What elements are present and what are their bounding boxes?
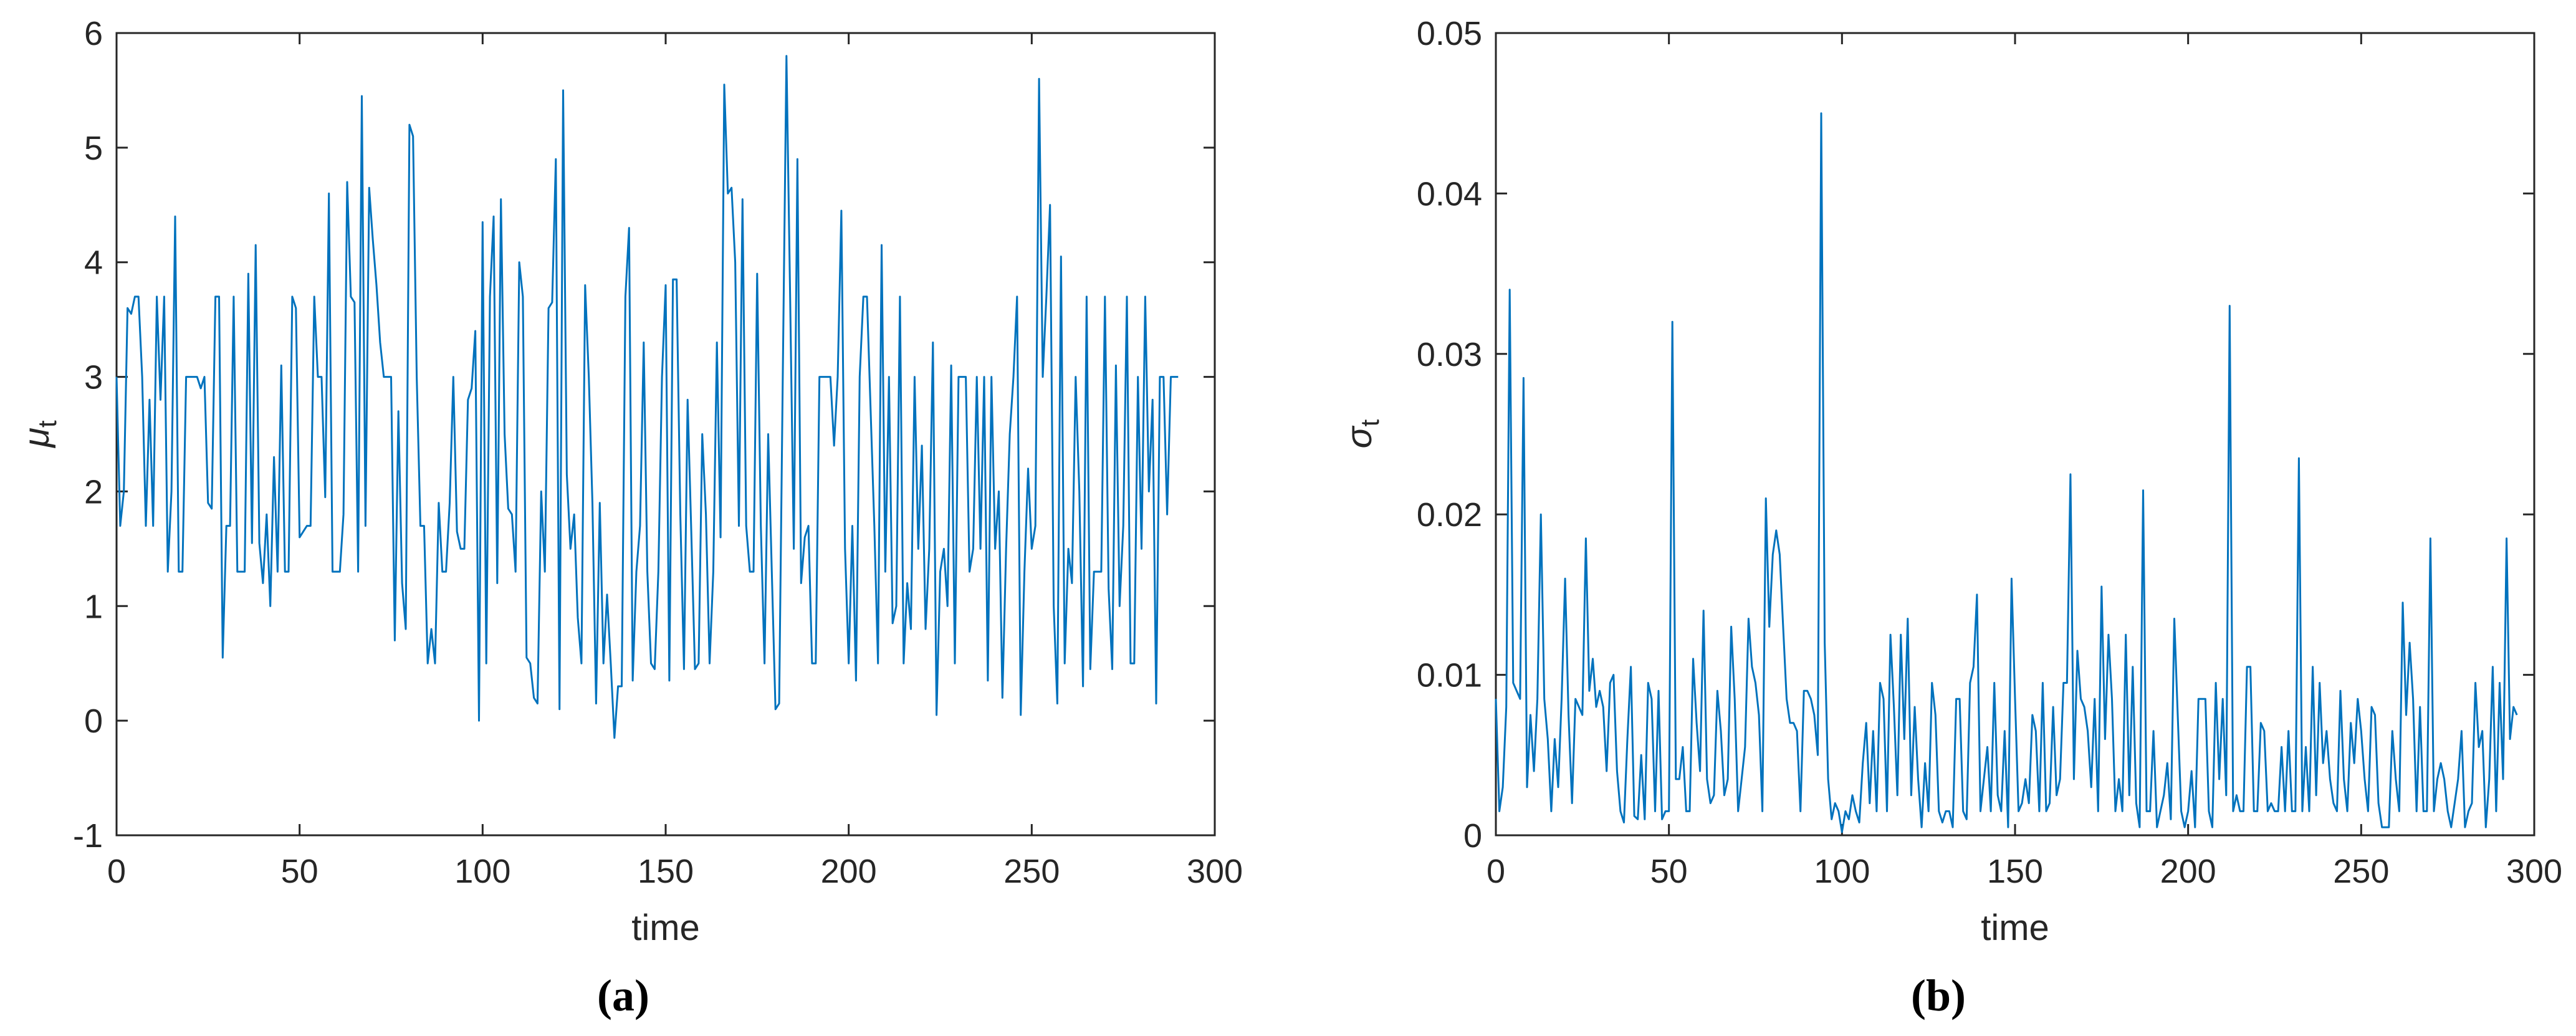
panel-a-y-tick-label: 1 (84, 588, 103, 625)
panel-a-y-axis-subscript: t (32, 420, 62, 428)
panel-a-series-line (115, 55, 1179, 739)
panel-a-x-tick-label: 300 (1187, 853, 1243, 890)
panel-b-x-tick-label: 100 (1814, 853, 1870, 890)
panel-b-y-ticks: 0 0.01 0.02 0.03 0.04 0.05 (1417, 15, 2534, 855)
panel-a-x-tick-label: 200 (821, 853, 877, 890)
panel-a-x-tick-label: 50 (281, 853, 318, 890)
panel-a-x-axis-label: time (631, 908, 700, 948)
panel-b: 0 50 100 150 200 250 300 0 0.01 0.02 0.03 0.04 0.05… (1339, 15, 2562, 1020)
panel-b-y-axis-label: σt (1339, 419, 1384, 448)
panel-a-y-axis-symbol: μ (16, 428, 57, 449)
panel-b-y-tick-label: 0.01 (1417, 657, 1482, 694)
panel-a-x-ticks: 0 50 100 150 200 250 300 (107, 33, 1243, 890)
panel-b-x-tick-label: 250 (2333, 853, 2389, 890)
panel-b-x-tick-label: 300 (2506, 853, 2562, 890)
panel-a-x-tick-label: 250 (1003, 853, 1060, 890)
panel-b-x-tick-label: 150 (1987, 853, 2043, 890)
panel-b-y-axis-subscript: t (1355, 419, 1384, 426)
panel-a-plot-area (115, 32, 1216, 837)
panel-b-y-tick-label: 0 (1463, 817, 1482, 855)
panel-b-y-tick-label: 0.03 (1417, 336, 1482, 373)
panel-a-x-tick-label: 150 (638, 853, 694, 890)
panel-b-x-tick-label: 0 (1487, 853, 1505, 890)
panel-b-y-tick-label: 0.05 (1417, 15, 1482, 52)
panel-a-y-tick-label: 5 (84, 130, 103, 167)
panel-a-y-tick-label: 0 (84, 703, 103, 740)
panel-a-y-tick-label: 3 (84, 359, 103, 396)
panel-a-y-tick-label: 2 (84, 473, 103, 511)
panel-b-x-tick-label: 50 (1650, 853, 1688, 890)
panel-a-sublabel: (a) (597, 971, 649, 1020)
panel-b-y-axis-symbol: σ (1339, 425, 1379, 448)
panel-b-sublabel: (b) (1911, 971, 1966, 1020)
panel-b-y-tick-label: 0.02 (1417, 496, 1482, 534)
panel-a-y-tick-label: 4 (84, 244, 103, 282)
panel-b-x-ticks: 0 50 100 150 200 250 300 (1487, 33, 2562, 890)
panel-a-x-tick-label: 100 (454, 853, 510, 890)
panel-b-x-tick-label: 200 (2160, 853, 2216, 890)
panel-b-y-tick-label: 0.04 (1417, 175, 1482, 213)
panel-b-series-line (1495, 112, 2518, 833)
panel-a-y-tick-label: 6 (84, 15, 103, 52)
panel-a-y-axis-label: μt (16, 420, 62, 449)
panel-a-y-tick-label: -1 (73, 817, 103, 855)
panel-a-x-tick-label: 0 (107, 853, 126, 890)
panel-a-y-ticks: -1 0 1 2 3 4 5 6 (73, 15, 1215, 855)
panel-b-x-axis-label: time (1981, 908, 2049, 948)
